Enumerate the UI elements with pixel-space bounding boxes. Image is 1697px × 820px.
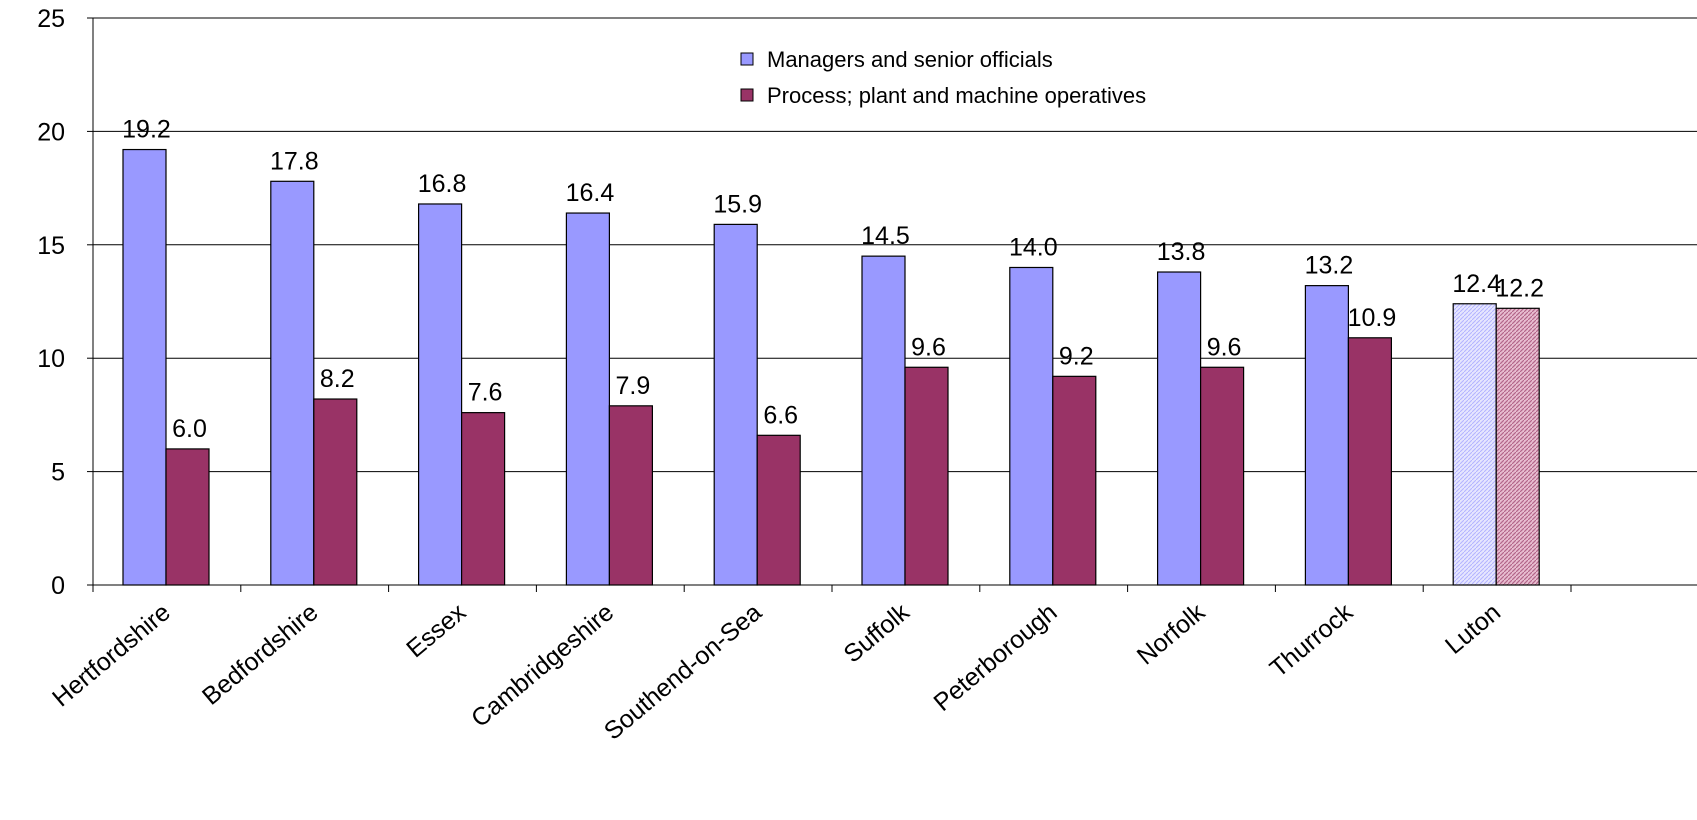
bars	[122, 148, 1540, 586]
data-label: 9.6	[1207, 333, 1242, 361]
bar-process-bedfordshire	[313, 398, 358, 586]
bar-process-southend-on-sea	[756, 434, 801, 586]
bar-managers-southend-on-sea	[713, 223, 758, 586]
bar-process-norfolk	[1199, 366, 1245, 586]
bar-managers-cambridgeshire	[565, 212, 611, 586]
data-label: 17.8	[270, 147, 319, 175]
bar-process-thurrock	[1347, 337, 1393, 586]
axes: 0 5 10 15 20 25	[37, 5, 1697, 600]
category-label: Southend-on-Sea	[599, 598, 767, 745]
y-tick-label: 25	[37, 5, 65, 33]
category-label: Thurrock	[1265, 598, 1359, 683]
data-label: 7.6	[468, 379, 503, 407]
data-label: 16.8	[418, 170, 467, 198]
category-label: Luton	[1440, 598, 1506, 660]
category-label: Norfolk	[1132, 598, 1211, 671]
bar-managers-bedfordshire	[270, 180, 315, 586]
category-label: Peterborough	[928, 598, 1062, 717]
data-label: 12.4	[1452, 270, 1501, 298]
bar-process-hertfordshire	[165, 448, 210, 586]
data-label: 14.5	[861, 222, 910, 250]
y-tick-label: 20	[37, 118, 65, 146]
bar-process-essex	[461, 412, 506, 586]
category-label: Hertfordshire	[47, 598, 176, 712]
bar-managers-norfolk	[1156, 271, 1202, 586]
bar-process-peterborough	[1052, 375, 1097, 586]
bar-process-luton	[1495, 307, 1540, 586]
bar-managers-peterborough	[1009, 266, 1054, 586]
data-label: 12.2	[1495, 274, 1544, 302]
bar-managers-essex	[418, 203, 463, 586]
legend-swatch-managers	[740, 52, 754, 66]
data-label: 14.0	[1009, 233, 1058, 261]
data-label: 8.2	[320, 365, 355, 393]
data-label: 9.2	[1059, 342, 1094, 370]
legend-swatch-process	[740, 88, 754, 102]
legend-label: Managers and senior officials	[767, 47, 1053, 72]
legend-label: Process; plant and machine operatives	[767, 83, 1146, 108]
data-label: 13.8	[1157, 238, 1206, 266]
y-tick-label: 5	[51, 459, 65, 487]
legend: Managers and senior officials Process; pl…	[740, 47, 1146, 108]
bar-managers-hertfordshire	[122, 148, 167, 586]
bar-process-cambridgeshire	[608, 405, 654, 586]
data-label: 16.4	[566, 179, 615, 207]
category-label: Cambridgeshire	[466, 598, 619, 733]
data-label: 13.2	[1305, 252, 1354, 280]
data-label: 7.9	[616, 372, 651, 400]
y-tick-label: 10	[37, 345, 65, 373]
bar-managers-luton	[1452, 303, 1497, 586]
category-label: Essex	[401, 598, 472, 664]
data-label: 10.9	[1348, 304, 1397, 332]
data-label: 9.6	[911, 333, 946, 361]
data-label: 6.0	[172, 415, 207, 443]
data-label: 6.6	[763, 401, 798, 429]
category-label: Bedfordshire	[197, 598, 324, 711]
bar-managers-thurrock	[1304, 285, 1350, 586]
data-label: 19.2	[122, 116, 171, 144]
category-label: Suffolk	[839, 598, 916, 669]
gridlines	[93, 17, 1697, 473]
y-tick-label: 0	[51, 572, 65, 600]
data-label: 15.9	[713, 190, 762, 218]
bar-managers-suffolk	[861, 255, 906, 586]
bar-process-suffolk	[904, 366, 949, 586]
y-tick-label: 15	[37, 232, 65, 260]
